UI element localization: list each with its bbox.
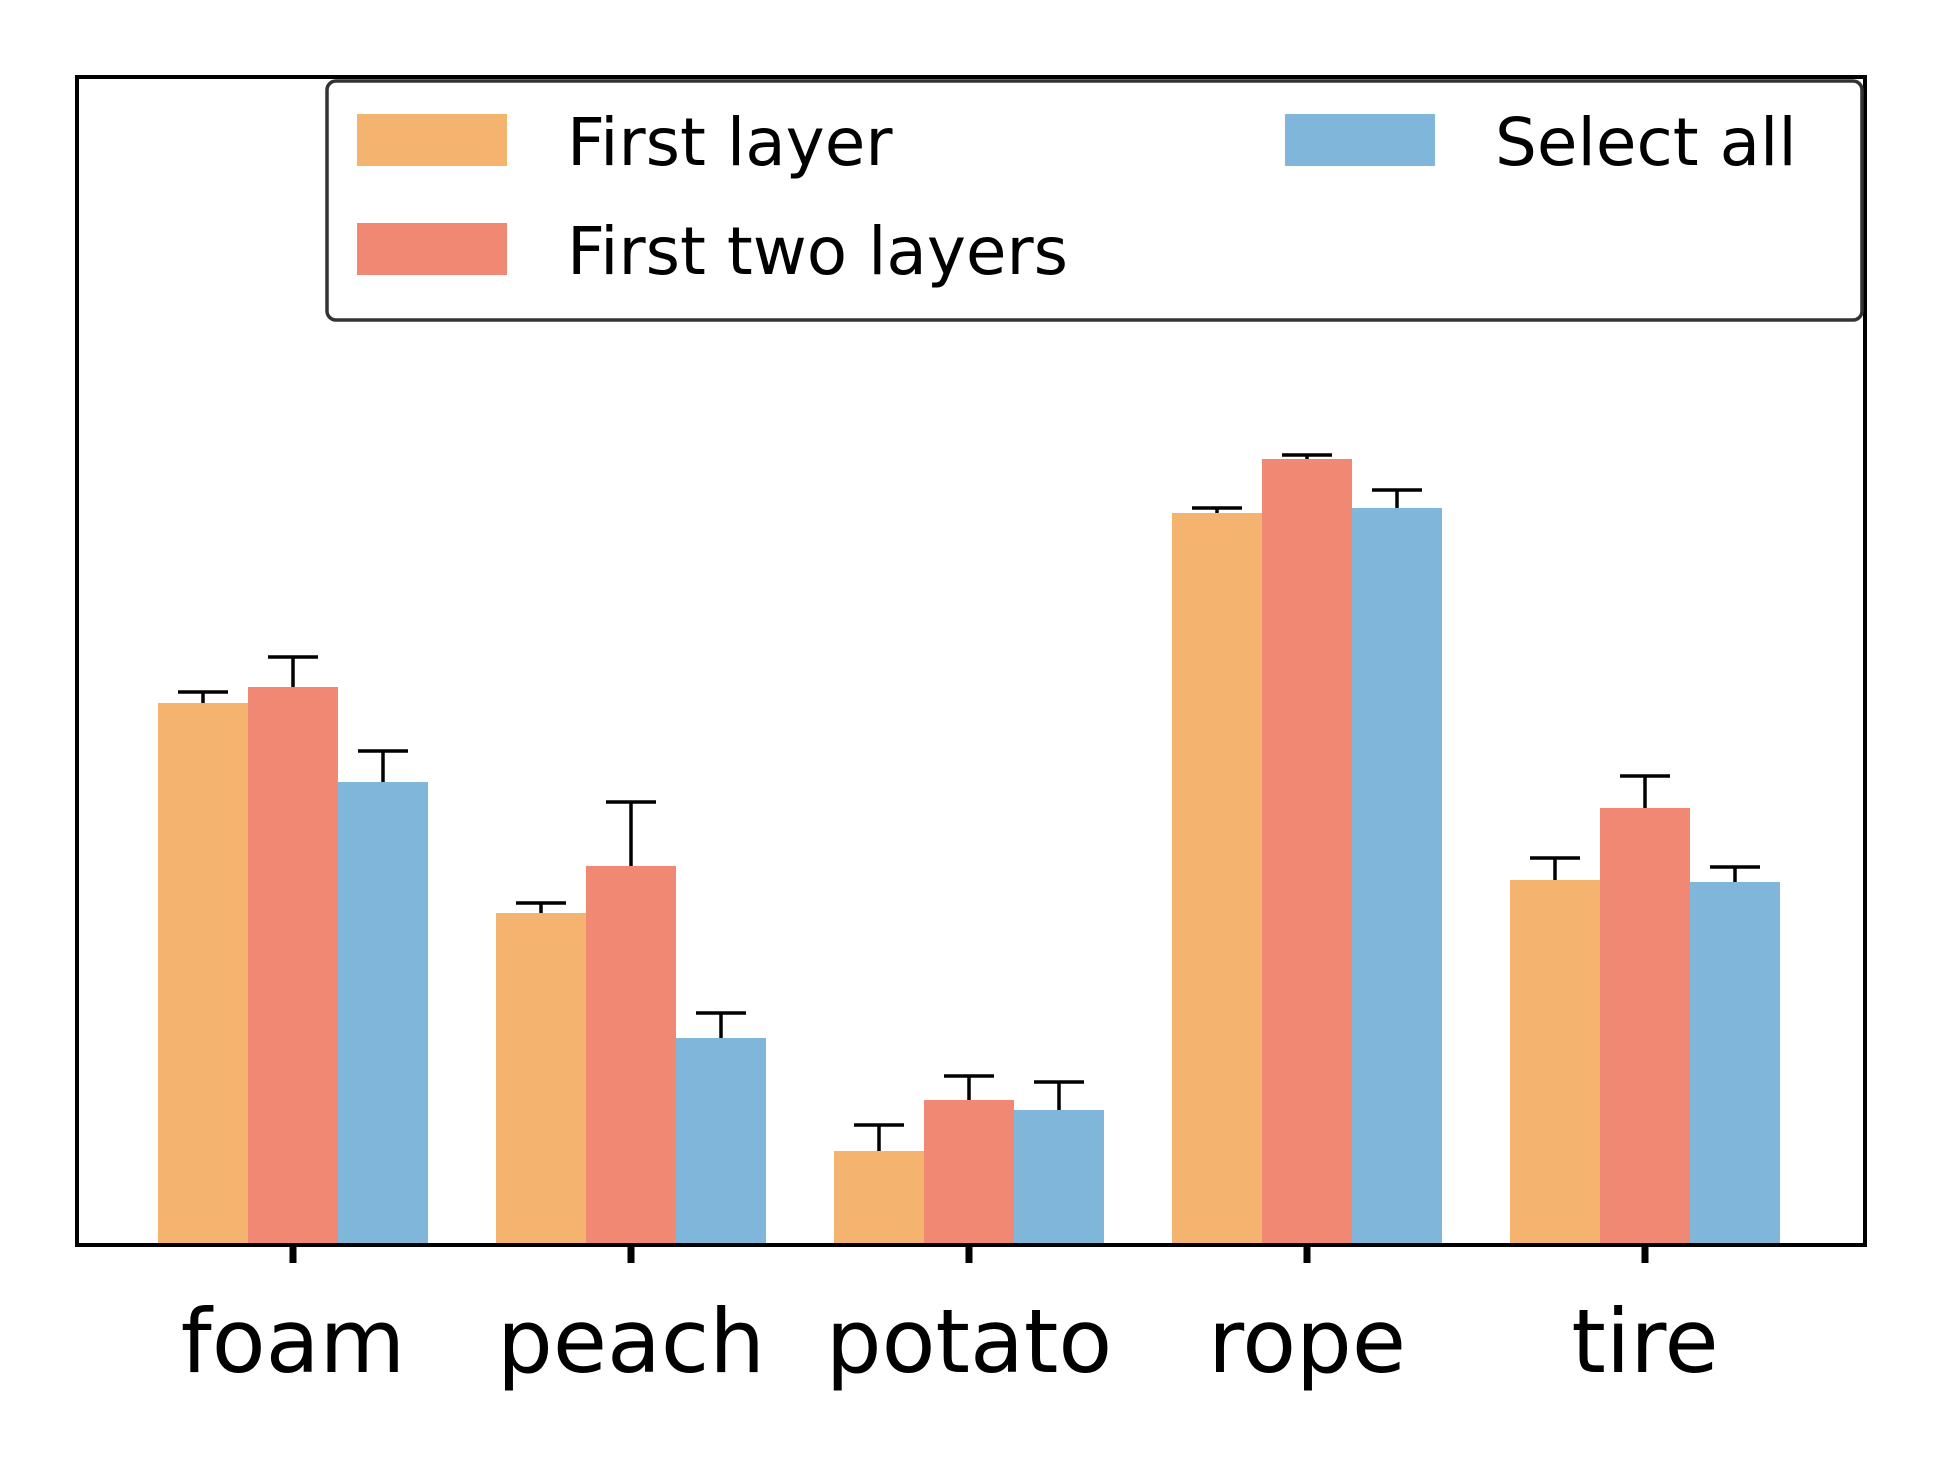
legend-label-select-all: Select all xyxy=(1495,104,1797,181)
error-bar-first-two-layers-potato xyxy=(944,1074,994,1100)
bar-select-all-foam xyxy=(338,782,428,1243)
bar-first-two-layers-rope xyxy=(1262,459,1352,1243)
error-bar-first-two-layers-tire xyxy=(1620,774,1670,808)
error-bar-select-all-tire xyxy=(1710,865,1760,882)
bars-layer xyxy=(158,459,1780,1243)
legend-label-first-two-layers: First two layers xyxy=(567,213,1068,290)
bar-select-all-potato xyxy=(1014,1110,1104,1243)
error-bar-first-layer-tire xyxy=(1530,856,1580,880)
bar-first-two-layers-foam xyxy=(248,687,338,1243)
bar-select-all-peach xyxy=(676,1038,766,1243)
x-axis: foam peach potato rope tire xyxy=(181,1245,1719,1393)
error-bar-select-all-peach xyxy=(696,1011,746,1038)
error-bar-select-all-rope xyxy=(1372,488,1422,508)
error-bar-first-two-layers-foam xyxy=(268,655,318,687)
x-tick-label-tire: tire xyxy=(1571,1290,1718,1393)
bar-first-layer-peach xyxy=(496,913,586,1243)
bar-first-layer-rope xyxy=(1172,513,1262,1243)
error-bar-first-layer-peach xyxy=(516,901,566,913)
error-bar-first-two-layers-peach xyxy=(606,800,656,866)
bar-select-all-tire xyxy=(1690,882,1780,1243)
legend: First layer First two layers Select all xyxy=(325,79,1864,322)
bar-first-two-layers-tire xyxy=(1600,808,1690,1243)
x-tick-label-peach: peach xyxy=(497,1290,765,1393)
bar-first-two-layers-potato xyxy=(924,1100,1014,1243)
x-tick-label-foam: foam xyxy=(181,1290,405,1393)
bar-first-two-layers-peach xyxy=(586,866,676,1243)
legend-item-select-all: Select all xyxy=(1285,104,1797,181)
legend-label-first-layer: First layer xyxy=(567,104,893,181)
bar-select-all-rope xyxy=(1352,508,1442,1243)
x-tick-label-potato: potato xyxy=(826,1290,1112,1393)
bar-first-layer-potato xyxy=(834,1151,924,1243)
error-bar-select-all-potato xyxy=(1034,1080,1084,1110)
legend-box xyxy=(325,79,1864,322)
bar-first-layer-tire xyxy=(1510,880,1600,1243)
error-bar-first-two-layers-rope xyxy=(1282,453,1332,459)
x-tick-label-rope: rope xyxy=(1208,1290,1406,1393)
legend-item-first-two-layers: First two layers xyxy=(357,213,1068,290)
legend-swatch-select-all xyxy=(1285,114,1435,166)
bar-first-layer-foam xyxy=(158,703,248,1243)
error-bar-select-all-foam xyxy=(358,749,408,782)
error-bar-first-layer-foam xyxy=(178,690,228,703)
legend-swatch-first-layer xyxy=(357,114,507,166)
error-bar-first-layer-potato xyxy=(854,1123,904,1151)
legend-swatch-first-two-layers xyxy=(357,223,507,275)
error-bars-layer xyxy=(178,453,1760,1151)
legend-item-first-layer: First layer xyxy=(357,104,893,181)
error-bar-first-layer-rope xyxy=(1192,506,1242,513)
